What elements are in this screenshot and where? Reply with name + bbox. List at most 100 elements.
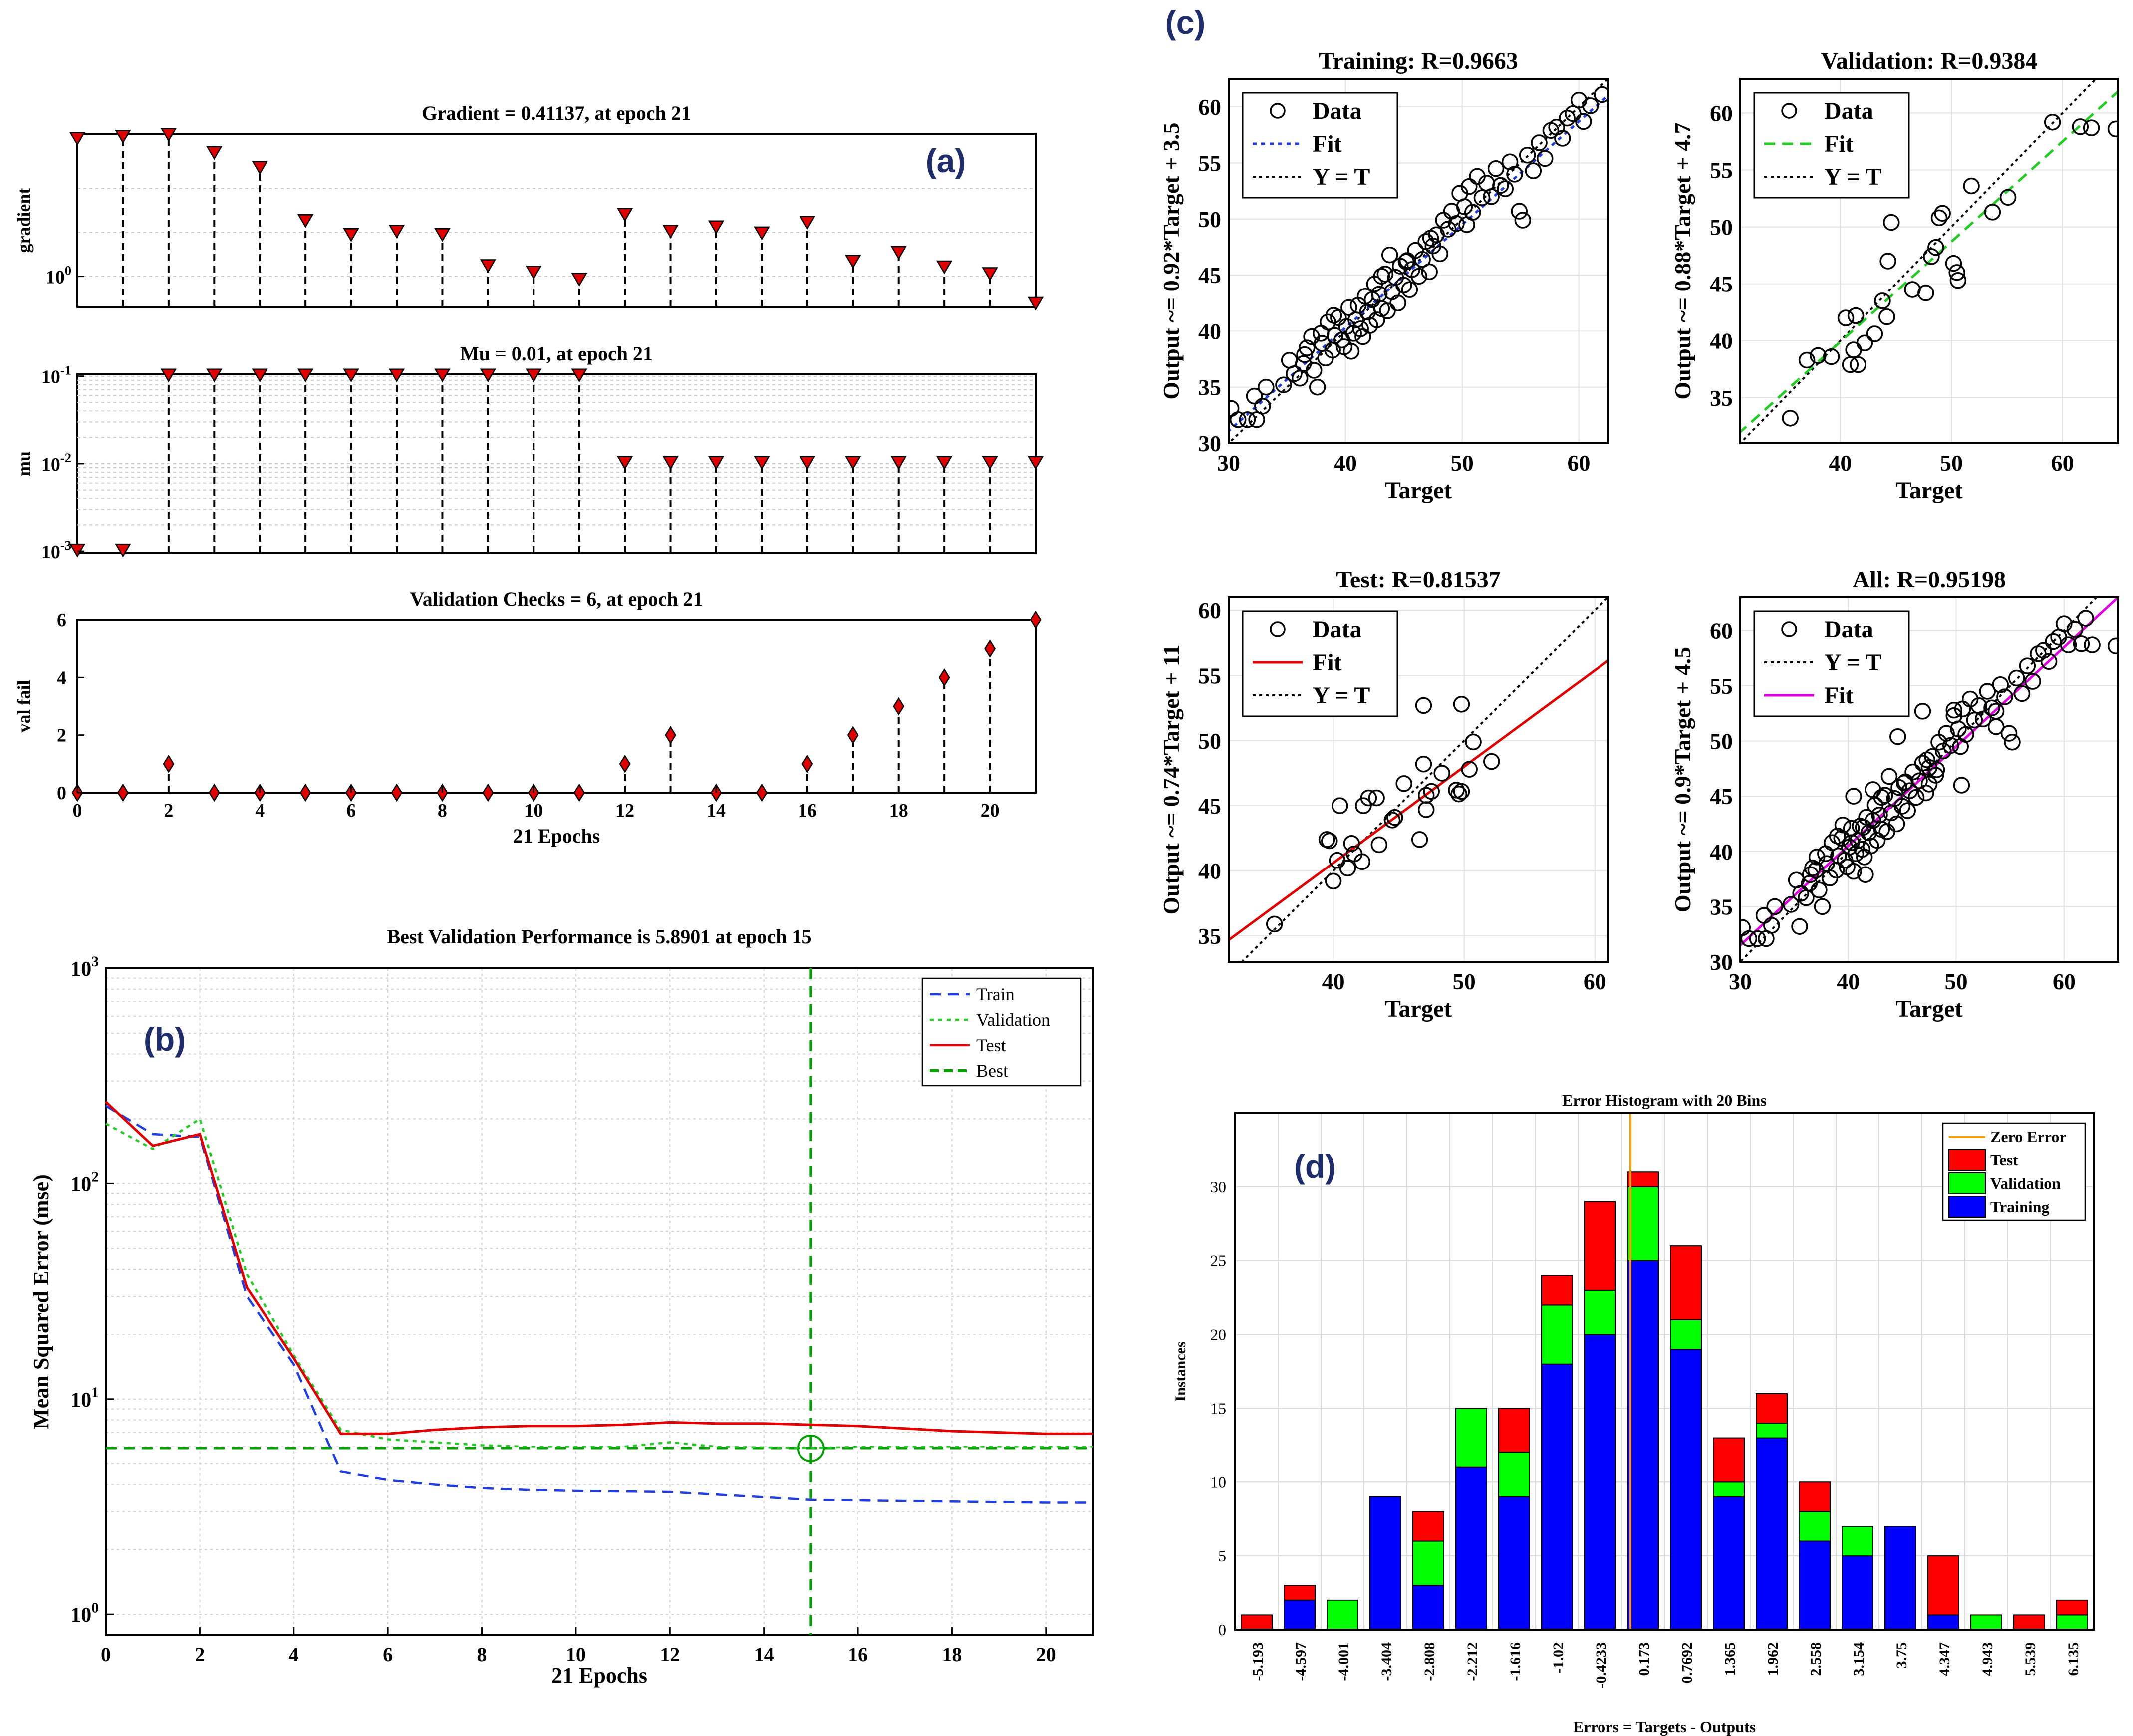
x-axis-label: Target [1385, 996, 1452, 1022]
y-tick-label: 15 [1210, 1399, 1226, 1417]
x-tick-label: 10 [524, 800, 543, 821]
x-tick-label: 16 [848, 1643, 868, 1666]
legend-label: Fit [1313, 649, 1342, 676]
x-tick-label: 20 [1036, 1643, 1056, 1666]
data-point [1847, 307, 1865, 324]
chart-title: Validation: R=0.9384 [1821, 48, 2038, 74]
legend-box [1753, 610, 1910, 717]
legend-label: Training [1990, 1198, 2050, 1216]
data-point [1519, 146, 1536, 164]
x-tick-label: 60 [2051, 450, 2074, 476]
x-tick-label: 0.7692 [1679, 1642, 1695, 1684]
data-point [1917, 784, 1934, 802]
stem-marker [982, 456, 998, 470]
bar-validation [1670, 1319, 1702, 1350]
x-tick-label: 40 [1829, 450, 1852, 476]
plot-area [1229, 597, 1608, 962]
stem-marker [482, 783, 494, 802]
y-tick-label: 6 [57, 610, 66, 631]
x-tick-label: 12 [660, 1643, 680, 1666]
stem-marker [893, 697, 905, 716]
data-point [1368, 789, 1385, 807]
gradient-plot: Gradient = 0.41137, at epoch 21 gradient 1… [14, 102, 1044, 311]
y-tick-label: 60 [1710, 100, 1733, 126]
bar-validation [1842, 1526, 1873, 1557]
stem-marker [117, 783, 129, 802]
data-point [1421, 263, 1438, 281]
y-tick-label: 45 [1198, 263, 1221, 288]
data-point [1395, 775, 1412, 792]
data-point [1321, 832, 1338, 850]
identity-line [1240, 597, 1608, 962]
data-point [1996, 688, 2013, 705]
validation-checks-plot: Validation Checks = 6, at epoch 21 val fa… [14, 588, 1042, 847]
legend-swatch [1270, 621, 1286, 637]
data-point [2073, 635, 2090, 652]
data-point [1386, 809, 1403, 826]
data-point [1448, 215, 1465, 232]
data-point [1339, 860, 1356, 877]
x-tick-label: 8 [438, 800, 447, 821]
data-point [1856, 334, 1873, 351]
legend-label: Y = T [1824, 649, 1881, 676]
legend-swatch [1781, 103, 1797, 119]
data-point [2083, 119, 2100, 136]
y-tick-label: 40 [1198, 859, 1221, 884]
stem-marker [160, 128, 177, 142]
y-tick-label: 100 [70, 1600, 99, 1627]
stem-marker [984, 639, 996, 658]
data-point [1802, 866, 1819, 883]
data-point [1487, 160, 1505, 177]
axes-box [1234, 1112, 2095, 1631]
performance-plot: Best Validation Performance is 5.8901 at… [29, 925, 1094, 1688]
y-tick-label: 10-1 [41, 363, 71, 388]
stem-marker [662, 456, 679, 470]
data-point [1594, 86, 1608, 103]
x-tick-label: 50 [1451, 450, 1474, 476]
data-point [1483, 753, 1500, 770]
bar-training [1541, 1363, 1573, 1631]
data-point [1817, 845, 1834, 862]
stem-marker [754, 226, 770, 241]
legend-label: Data [1824, 98, 1873, 124]
data-point [1458, 216, 1475, 233]
bar-training [1670, 1349, 1702, 1630]
data-point [1258, 378, 1275, 396]
stem-marker [708, 456, 725, 470]
data-point [1934, 205, 1951, 222]
y-tick-label: 10 [1210, 1473, 1226, 1491]
chart-title: Gradient = 0.41137, at epoch 21 [422, 102, 691, 124]
data-point [2030, 645, 2047, 662]
bar-training [1284, 1599, 1316, 1631]
fit-line [1740, 89, 2118, 434]
plot-area [1740, 597, 2118, 962]
data-point [1360, 789, 1377, 807]
data-point [1798, 351, 1816, 369]
data-point [2024, 673, 2041, 690]
data-point [2040, 653, 2058, 670]
data-point [1531, 134, 1548, 151]
data-point [1483, 188, 1500, 205]
x-axis-label: Target [1385, 477, 1452, 504]
stem-marker [391, 783, 403, 802]
x-tick-label: -1.616 [1507, 1642, 1524, 1681]
data-point [1880, 768, 1898, 785]
data-point [1938, 725, 1955, 742]
x-tick-label: -5.193 [1250, 1642, 1266, 1681]
x-tick-label: 2 [164, 800, 173, 821]
data-point [1829, 828, 1846, 845]
stem-marker [480, 368, 497, 383]
y-axis-label: Output ~= 0.88*Target + 4.7 [1670, 122, 1695, 399]
stem-marker [571, 368, 587, 383]
data-point [1907, 789, 1925, 806]
data-point [1312, 325, 1330, 342]
legend-swatch [1781, 621, 1797, 637]
data-point [1325, 872, 1342, 890]
data-point [1460, 178, 1478, 195]
legend-box [1753, 92, 1910, 199]
legend-swatch [1948, 1149, 1986, 1171]
data-point [1395, 277, 1412, 294]
data-point [1814, 898, 1831, 915]
data-point [2035, 642, 2052, 659]
bar-validation [1455, 1408, 1487, 1468]
